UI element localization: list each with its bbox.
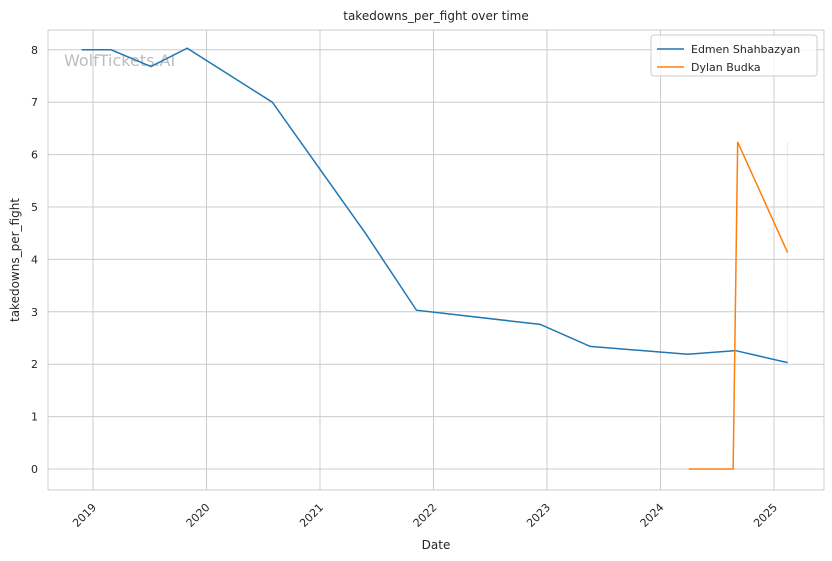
y-tick-label: 6 xyxy=(31,149,38,162)
y-tick-label: 0 xyxy=(31,463,38,476)
y-axis-label: takedowns_per_fight xyxy=(8,198,22,322)
x-tick-label: 2025 xyxy=(751,501,780,530)
chart-title: takedowns_per_fight over time xyxy=(343,9,529,23)
x-tick-label: 2021 xyxy=(297,501,326,530)
x-axis-label: Date xyxy=(422,538,451,552)
legend-label: Edmen Shahbazyan xyxy=(691,43,800,56)
legend-box xyxy=(650,34,818,77)
y-tick-label: 8 xyxy=(31,44,38,57)
y-tick-label: 5 xyxy=(31,201,38,214)
y-tick-label: 3 xyxy=(31,306,38,319)
y-tick-label: 7 xyxy=(31,96,38,109)
y-tick-label: 1 xyxy=(31,411,38,424)
x-tick-label: 2019 xyxy=(70,501,99,530)
series-line-1 xyxy=(688,141,789,470)
legend-label: Dylan Budka xyxy=(691,61,761,74)
x-tick-label: 2023 xyxy=(524,501,553,530)
plot-frame xyxy=(47,29,825,491)
y-tick-label: 4 xyxy=(31,253,38,266)
y-tick-label: 2 xyxy=(31,358,38,371)
x-tick-label: 2024 xyxy=(638,501,667,530)
x-tick-label: 2022 xyxy=(411,501,440,530)
x-tick-label: 2020 xyxy=(184,501,213,530)
series-line-0 xyxy=(81,47,788,364)
